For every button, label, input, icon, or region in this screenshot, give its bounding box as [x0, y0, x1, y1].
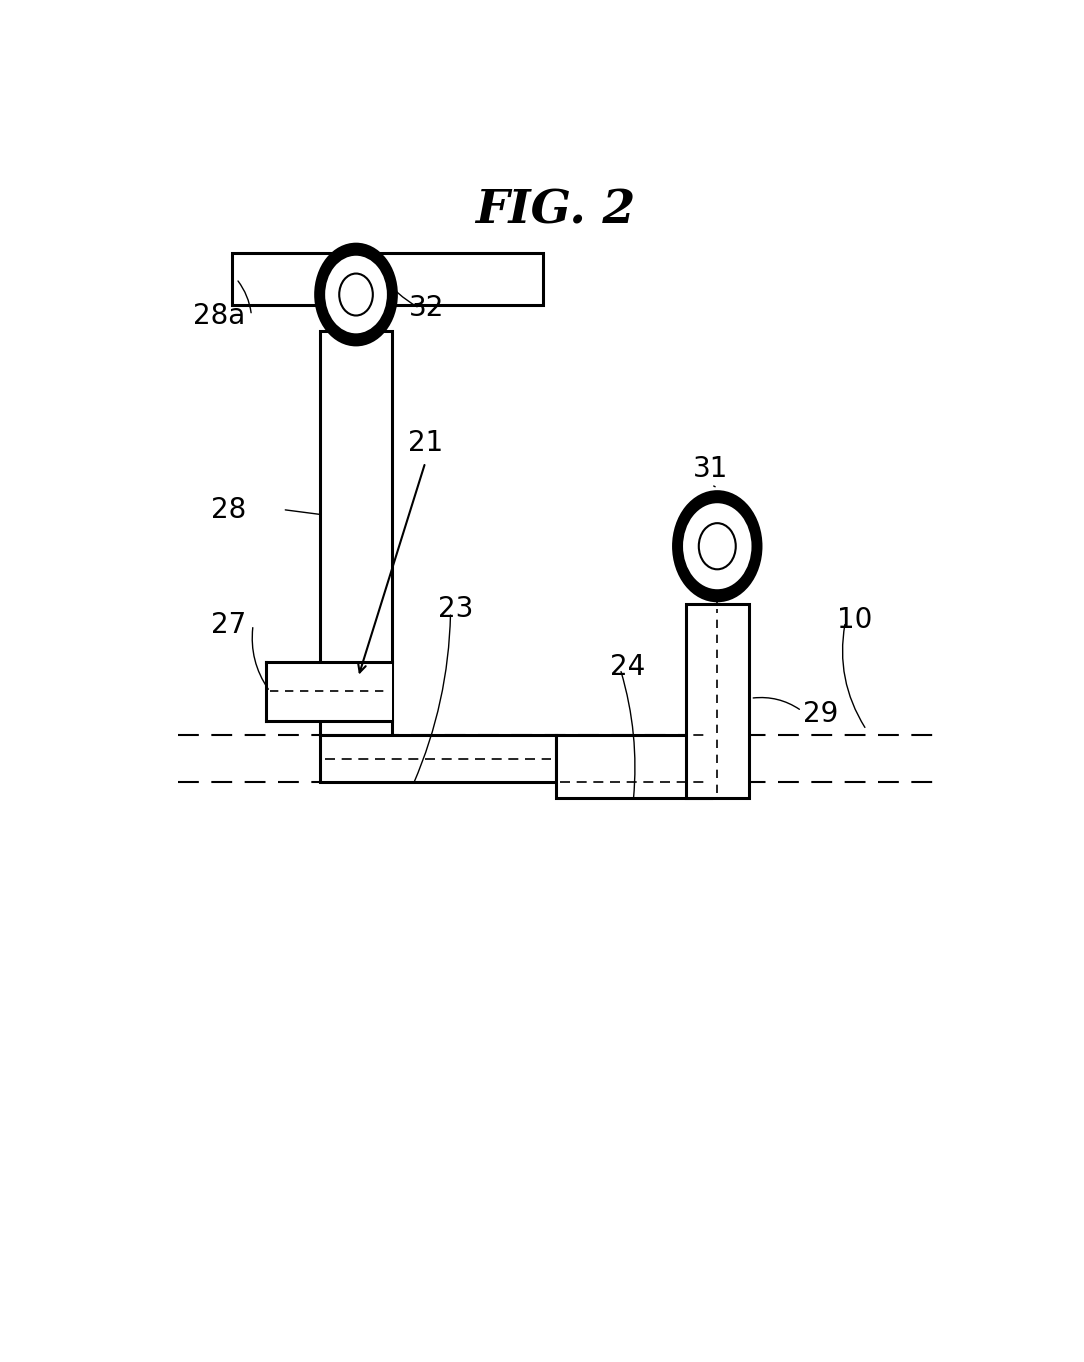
Text: 29: 29: [803, 700, 839, 729]
Circle shape: [315, 244, 397, 345]
Circle shape: [339, 274, 373, 316]
Text: 21: 21: [408, 429, 443, 458]
Circle shape: [682, 503, 752, 590]
Text: 28: 28: [211, 496, 246, 523]
Bar: [232, 252, 543, 305]
Bar: [686, 603, 749, 798]
Text: 28a: 28a: [193, 301, 245, 330]
Circle shape: [673, 492, 761, 601]
Text: 31: 31: [694, 455, 728, 484]
Text: 23: 23: [438, 595, 474, 624]
Text: 10: 10: [837, 606, 873, 633]
Text: 27: 27: [211, 612, 246, 639]
Bar: [266, 662, 391, 722]
Text: 32: 32: [409, 294, 444, 323]
Bar: [321, 735, 556, 782]
Bar: [321, 331, 391, 735]
Text: 24: 24: [610, 652, 645, 681]
Text: FIG. 2: FIG. 2: [476, 188, 635, 234]
Bar: [555, 735, 711, 798]
Circle shape: [699, 523, 736, 569]
Circle shape: [324, 255, 388, 335]
